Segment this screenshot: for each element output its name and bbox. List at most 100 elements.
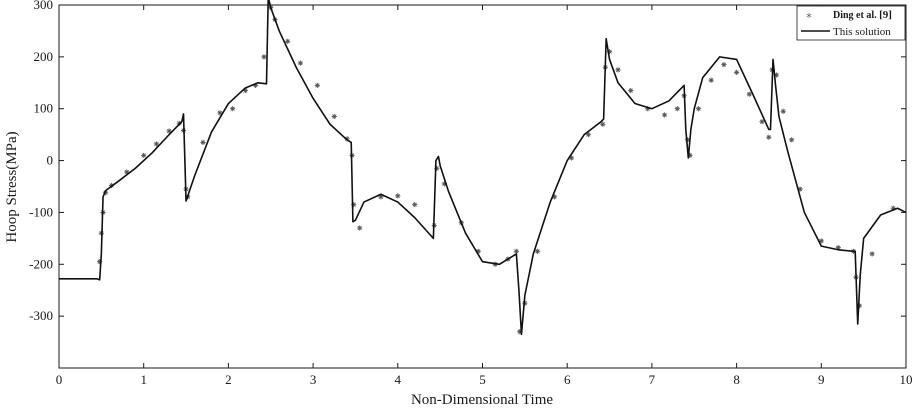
y-tick-label: 300: [34, 0, 54, 12]
marker-stroke: [696, 106, 701, 111]
marker-stroke: [721, 62, 727, 67]
marker-stroke: [124, 169, 129, 175]
legend-box: [796, 5, 906, 41]
data-point-marker: [153, 141, 160, 147]
marker-stroke: [766, 135, 771, 140]
data-point-marker: [217, 110, 223, 116]
data-point-marker: [141, 152, 147, 158]
data-point-marker: [734, 69, 740, 76]
x-tick-label: 7: [649, 372, 656, 387]
y-tick-label: -100: [29, 204, 53, 219]
data-point-marker: [314, 82, 320, 88]
marker-stroke: [586, 132, 591, 137]
data-point-marker: [357, 225, 363, 231]
marker-stroke: [166, 128, 172, 134]
data-point-marker: [721, 62, 727, 68]
marker-stroke: [869, 251, 875, 257]
data-point-marker: [780, 108, 786, 114]
data-point-marker: [628, 87, 634, 94]
data-point-marker: [766, 134, 772, 140]
data-point-marker: [412, 202, 418, 208]
data-point-marker: [662, 112, 668, 118]
solution-line: [59, 0, 907, 336]
marker-stroke: [662, 112, 667, 118]
marker-stroke: [298, 60, 303, 66]
data-point-marker: [166, 128, 172, 134]
marker-stroke: [141, 153, 146, 158]
marker-stroke: [759, 119, 765, 124]
data-point-marker: [708, 77, 714, 83]
data-point-marker: [600, 121, 606, 127]
data-point-marker: [869, 251, 875, 257]
marker-stroke: [535, 249, 540, 254]
marker-stroke: [217, 110, 223, 116]
y-tick-label: -300: [29, 308, 53, 323]
data-point-marker: [513, 248, 519, 254]
y-tick-label: -200: [29, 256, 53, 271]
x-axis-title: Non-Dimensional Time: [411, 392, 553, 408]
marker-stroke: [200, 140, 206, 145]
data-point-marker: [695, 106, 702, 112]
marker-stroke: [154, 141, 159, 147]
x-tick-label: 4: [395, 372, 402, 387]
x-tick-label: 9: [818, 372, 825, 387]
marker-stroke: [781, 109, 786, 114]
x-tick-label: 0: [56, 372, 63, 387]
marker-stroke: [395, 193, 400, 198]
x-tick-label: 10: [900, 372, 913, 387]
data-point-marker: [759, 119, 765, 125]
marker-stroke: [628, 88, 633, 93]
marker-stroke: [230, 106, 235, 111]
data-point-marker: [331, 113, 337, 120]
marker-stroke: [357, 225, 362, 231]
data-point-marker: [297, 60, 303, 66]
y-tick-label: 0: [47, 153, 54, 168]
marker-stroke: [569, 155, 574, 161]
data-point-marker: [585, 132, 591, 138]
data-point-marker: [674, 106, 680, 112]
marker-stroke: [747, 92, 752, 97]
x-tick-label: 2: [225, 372, 232, 387]
marker-stroke: [552, 194, 557, 200]
marker-stroke: [734, 70, 739, 75]
x-tick-label: 5: [479, 372, 486, 387]
legend-ding-cite: [9]: [879, 9, 892, 21]
legend-ding-name: Ding et al.: [833, 10, 877, 21]
data-point-marker: [395, 193, 401, 199]
marker-stroke: [789, 137, 794, 142]
marker-stroke: [675, 106, 680, 111]
marker-stroke: [332, 114, 337, 119]
data-point-marker: [534, 248, 541, 254]
marker-stroke: [615, 67, 621, 72]
marker-stroke: [412, 202, 417, 207]
marker-stroke: [709, 78, 714, 83]
marker-stroke: [315, 83, 320, 88]
legend-entry-ding: Ding et al. [9]: [833, 9, 892, 21]
marker-stroke: [514, 249, 519, 254]
y-tick-label: 100: [34, 101, 54, 116]
data-point-marker: [230, 106, 236, 112]
data-point-marker: [200, 139, 206, 146]
data-point-marker: [615, 67, 621, 73]
marker-stroke: [600, 122, 605, 127]
x-tick-label: 3: [310, 372, 317, 387]
marker-stroke: [891, 206, 896, 211]
marker-stroke: [261, 54, 267, 59]
y-axis-title: Hoop Stress(MPa): [4, 131, 20, 242]
y-tick-label: 200: [34, 49, 54, 64]
marker-stroke: [243, 88, 248, 93]
data-point-marker: [746, 91, 752, 97]
x-tick-label: 6: [564, 372, 571, 387]
legend: * Ding et al. [9] This solution: [796, 5, 906, 41]
legend-marker-asterisk: *: [806, 11, 812, 24]
x-tick-label: 8: [733, 372, 740, 387]
data-point-marker: [789, 137, 795, 143]
marker-stroke: [285, 39, 290, 44]
legend-entry-solution: This solution: [833, 26, 891, 38]
x-tick-label: 1: [140, 372, 147, 387]
data-point-marker: [261, 54, 267, 60]
data-point-marker: [285, 38, 291, 44]
plot-area: [58, 4, 907, 369]
axis-ticks: 0 1 2 3 4 5 6 7 8 9 10 -300 -200 -100 0 100 200 300: [29, 0, 912, 387]
